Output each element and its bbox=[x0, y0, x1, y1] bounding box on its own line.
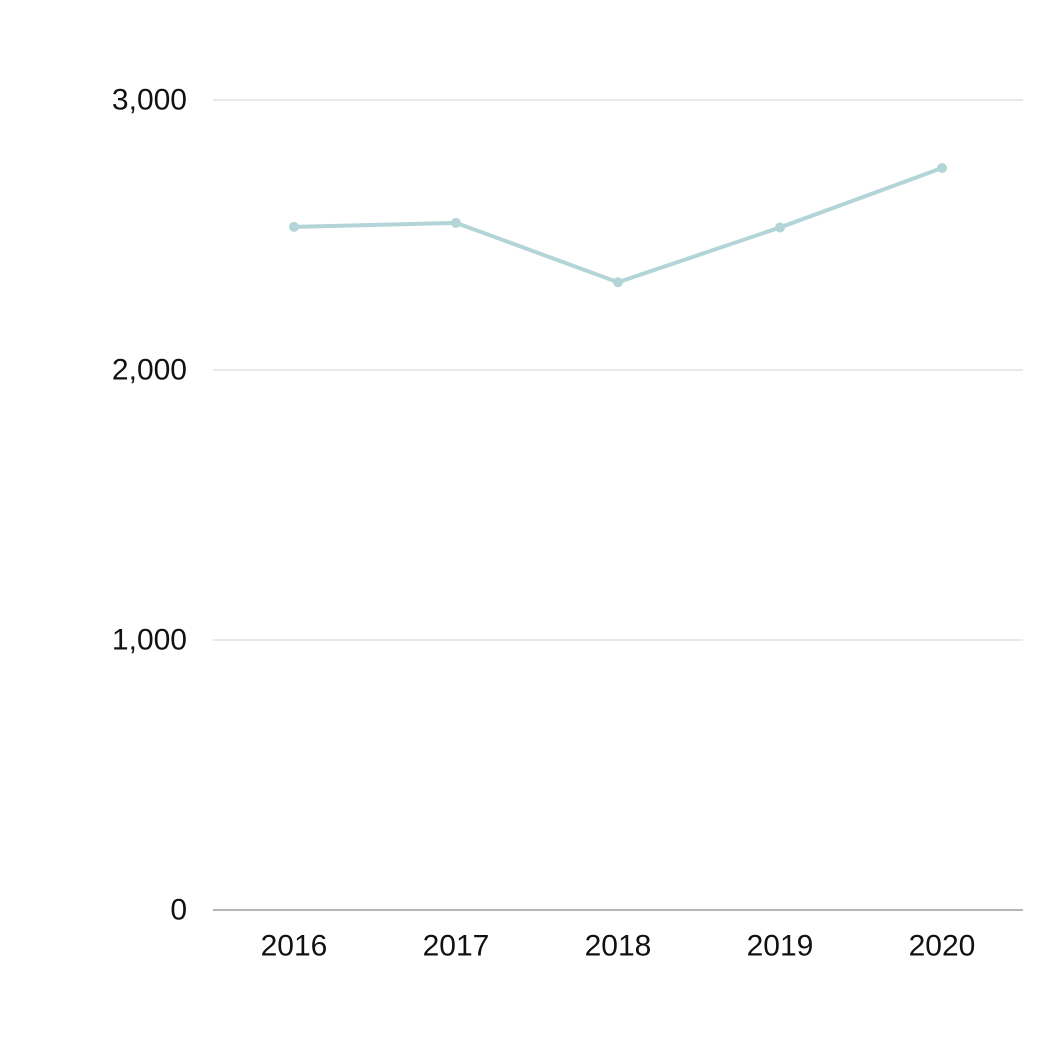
x-tick-label: 2020 bbox=[909, 930, 976, 963]
data-point bbox=[451, 217, 461, 228]
x-tick-label: 2019 bbox=[747, 930, 814, 963]
data-point bbox=[937, 163, 947, 174]
x-tick-label: 2017 bbox=[423, 930, 490, 963]
x-tick-label: 2016 bbox=[261, 930, 328, 963]
series-group bbox=[289, 163, 947, 288]
data-point bbox=[775, 222, 785, 233]
x-tick-label: 2018 bbox=[585, 930, 652, 963]
data-point bbox=[613, 277, 623, 288]
y-tick-label: 0 bbox=[170, 894, 187, 927]
data-point bbox=[289, 221, 299, 232]
x-axis-tick-labels: 2016 2017 2018 2019 2020 bbox=[261, 930, 976, 963]
y-tick-label: 1,000 bbox=[112, 624, 187, 657]
series-line bbox=[292, 166, 944, 285]
y-tick-label: 2,000 bbox=[112, 354, 187, 387]
y-axis-tick-labels: 0 1,000 2,000 3,000 bbox=[112, 84, 187, 927]
gridlines bbox=[213, 99, 1023, 911]
y-tick-label: 3,000 bbox=[112, 84, 187, 117]
